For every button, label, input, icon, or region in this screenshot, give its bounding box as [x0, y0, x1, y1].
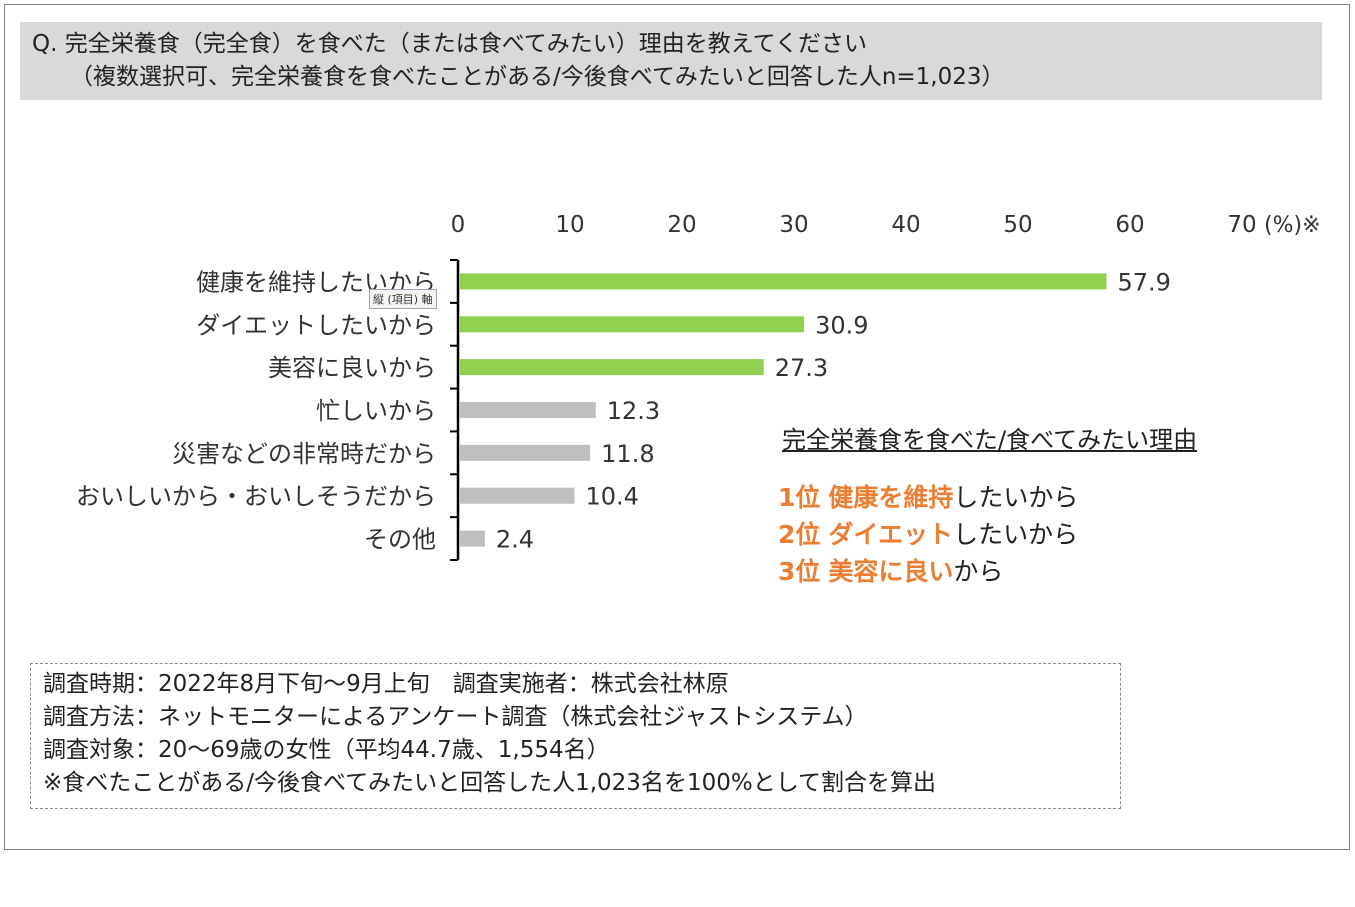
rank-highlight: ダイエット: [828, 520, 954, 549]
bars: [459, 273, 1107, 547]
x-tick-label: 70: [1227, 212, 1256, 238]
rank-number: 1位: [778, 483, 821, 512]
question-subtitle: （複数選択可、完全栄養食を食べたことがある/今後食べてみたいと回答した人n=1,…: [70, 64, 1005, 90]
rank-number: 3位: [778, 557, 821, 586]
question-title: Q. 完全栄養食（完全食）を食べた（または食べてみたい）理由を教えてください: [32, 31, 867, 57]
value-label: 12.3: [607, 397, 660, 425]
rank-rest: から: [953, 557, 1004, 586]
bar: [459, 487, 575, 504]
rank-number: 2位: [778, 520, 821, 549]
x-tick-label: 60: [1115, 212, 1144, 238]
survey-notes: 調査時期：2022年8月下旬～9月上旬 調査実施者：株式会社林原 調査方法：ネッ…: [30, 663, 1121, 809]
value-label: 10.4: [585, 483, 638, 511]
note-survey-target: 調査対象：20～69歳の女性（平均44.7歳、1,554名）: [43, 737, 610, 763]
bar: [459, 316, 805, 333]
category-label: ダイエットしたいから: [196, 311, 436, 339]
ranking-item-1: 1位 健康を維持したいから: [778, 478, 1078, 514]
y-axis: [450, 259, 460, 561]
question-title-box: Q. 完全栄養食（完全食）を食べた（または食べてみたい）理由を教えてください （…: [20, 22, 1322, 100]
value-label: 2.4: [496, 526, 534, 554]
x-axis-unit-label: (%)※: [1264, 213, 1321, 238]
bar: [459, 444, 591, 461]
rank-rest: したいから: [953, 520, 1079, 549]
x-tick-label: 30: [779, 212, 808, 238]
bar: [459, 273, 1107, 290]
rank-highlight: 美容に良い: [828, 557, 954, 586]
rank-rest: したいから: [953, 483, 1079, 512]
category-label: 忙しいから: [316, 397, 436, 425]
category-label: おいしいから・おいしそうだから: [76, 483, 436, 511]
value-label: 30.9: [815, 311, 868, 339]
note-survey-period: 調査時期：2022年8月下旬～9月上旬 調査実施者：株式会社林原: [43, 671, 729, 697]
ranking-heading: 完全栄養食を食べた/食べてみたい理由: [782, 426, 1198, 454]
category-label: 災害などの非常時だから: [172, 440, 436, 468]
bar: [459, 530, 485, 547]
x-tick-label: 0: [451, 212, 466, 238]
rank-highlight: 健康を維持: [828, 483, 954, 512]
category-labels: 健康を維持したいからダイエットしたいから美容に良いから忙しいから災害などの非常時…: [76, 268, 436, 553]
value-labels: 57.9 30.9 27.3 12.3 11.8 10.4 2.4: [496, 268, 1171, 553]
x-tick-label: 40: [891, 212, 920, 238]
x-axis-ticks: 0 10 20 30 40 50 60 70: [451, 212, 1257, 238]
note-calculation: ※食べたことがある/今後食べてみたいと回答した人1,023名を100%として割合…: [43, 770, 937, 796]
category-label: 美容に良いから: [268, 354, 436, 382]
value-label: 11.8: [601, 440, 654, 468]
x-tick-label: 20: [667, 212, 696, 238]
axis-tooltip: 縦 (項目) 軸: [369, 289, 437, 309]
value-label: 27.3: [775, 354, 828, 382]
chart-frame: [4, 4, 1350, 850]
bar: [459, 402, 596, 418]
note-survey-method: 調査方法：ネットモニターによるアンケート調査（株式会社ジャストシステム）: [43, 704, 868, 730]
ranking-item-3: 3位 美容に良いから: [778, 552, 1003, 588]
bar: [459, 359, 764, 376]
value-label: 57.9: [1117, 268, 1170, 296]
x-tick-label: 50: [1003, 212, 1032, 238]
x-tick-label: 10: [555, 212, 584, 238]
category-label: その他: [364, 526, 436, 554]
ranking-item-2: 2位 ダイエットしたいから: [778, 515, 1078, 551]
